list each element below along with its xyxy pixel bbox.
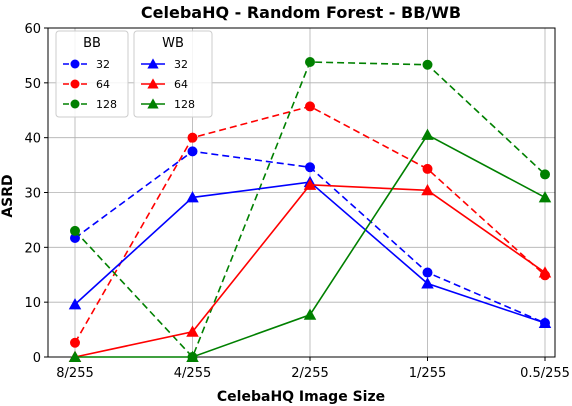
- data-point: [538, 316, 552, 329]
- y-tick-label: 20: [24, 241, 41, 256]
- y-tick-label: 50: [24, 77, 41, 92]
- data-point: [186, 350, 199, 362]
- legend-marker: [70, 99, 80, 109]
- y-tick-label: 40: [24, 132, 41, 147]
- data-point: [421, 277, 434, 289]
- legend: BB 32 64 128 WB 32 64 128: [55, 30, 213, 118]
- y-axis-title: ASRD: [0, 174, 16, 217]
- x-tick-label: 2/255: [291, 366, 328, 381]
- data-point: [70, 225, 80, 236]
- legend-label: 128: [174, 98, 195, 111]
- x-axis: 8/255 4/255 2/255 1/255 0.5/255: [56, 357, 570, 381]
- legend-group-wb: WB 32 64 128: [133, 30, 213, 118]
- data-point: [187, 146, 198, 157]
- legend-marker: [147, 78, 159, 89]
- legend-label: 32: [174, 58, 188, 71]
- data-point: [538, 266, 552, 278]
- y-tick-label: 10: [24, 296, 41, 311]
- x-tick-label: 1/255: [409, 366, 446, 381]
- y-tick-label: 0: [33, 351, 41, 366]
- data-point: [422, 163, 433, 174]
- data-point: [421, 184, 434, 196]
- data-point: [305, 56, 315, 67]
- legend-box: [133, 30, 213, 118]
- x-tick-label: 4/255: [174, 366, 211, 381]
- series-layer: [68, 56, 552, 362]
- data-point: [421, 128, 434, 140]
- data-point: [540, 169, 550, 180]
- y-tick-label: 60: [24, 22, 41, 37]
- data-point: [68, 298, 82, 310]
- legend-box: [55, 30, 129, 118]
- data-point: [70, 337, 80, 348]
- legend-label: 32: [96, 58, 110, 71]
- data-point: [303, 178, 317, 190]
- data-point: [187, 132, 198, 143]
- data-point: [305, 101, 315, 112]
- y-axis: 0 10 20 30 40 50 60: [24, 22, 48, 366]
- legend-label: 128: [96, 98, 117, 111]
- legend-title: WB: [162, 36, 184, 51]
- legend-group-bb: BB 32 64 128: [55, 30, 129, 118]
- legend-marker: [70, 79, 80, 89]
- legend-label: 64: [96, 78, 110, 91]
- data-point: [422, 267, 433, 278]
- x-axis-title: CelebaHQ Image Size: [217, 389, 385, 405]
- legend-label: 64: [174, 78, 188, 91]
- legend-marker: [147, 58, 159, 69]
- data-point: [303, 308, 317, 320]
- legend-marker: [70, 59, 80, 69]
- series-wb-128: [68, 128, 552, 362]
- chart-title: CelebaHQ - Random Forest - BB/WB: [141, 3, 461, 22]
- data-point: [422, 59, 433, 70]
- data-point: [538, 191, 552, 203]
- legend-marker: [147, 98, 159, 109]
- data-point: [186, 325, 199, 337]
- data-point: [68, 350, 82, 362]
- data-point: [70, 233, 80, 244]
- y-tick-label: 30: [24, 187, 41, 202]
- data-point: [305, 162, 315, 173]
- x-tick-label: 8/255: [56, 366, 93, 381]
- data-point: [186, 191, 199, 203]
- x-tick-label: 0.5/255: [520, 366, 570, 381]
- legend-title: BB: [83, 36, 101, 51]
